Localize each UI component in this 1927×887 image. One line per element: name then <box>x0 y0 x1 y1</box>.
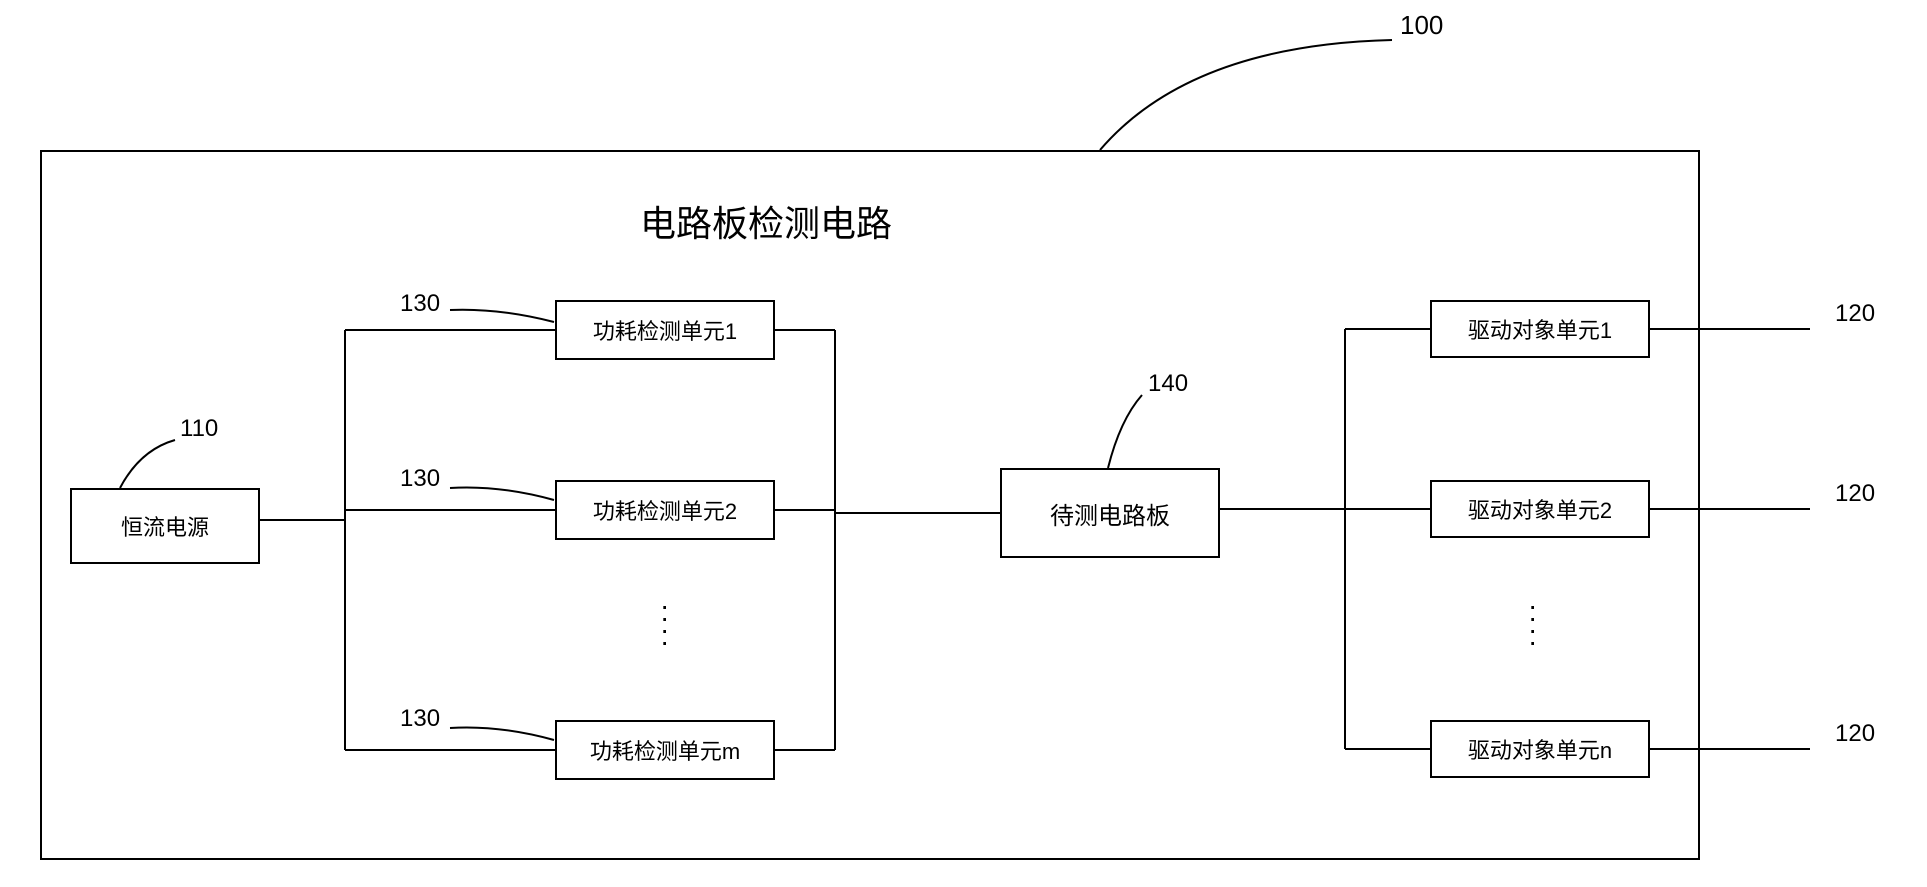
ref-100: 100 <box>1400 10 1443 41</box>
ellipsis-left: ···· <box>660 600 669 648</box>
node-pd2: 功耗检测单元2 <box>555 480 775 540</box>
node-pdm: 功耗检测单元m <box>555 720 775 780</box>
ref-110: 110 <box>180 415 218 443</box>
node-drv2: 驱动对象单元2 <box>1430 480 1650 538</box>
ref-120b: 120 <box>1835 480 1875 508</box>
diagram-stage: 电路板检测电路 恒流电源 功耗检测单元1 功耗检测单元2 功耗检测单元m 待测电… <box>0 0 1927 887</box>
ref-130c: 130 <box>400 705 440 733</box>
ellipsis-right: ···· <box>1528 600 1537 648</box>
ref-130a: 130 <box>400 290 440 318</box>
node-drvn: 驱动对象单元n <box>1430 720 1650 778</box>
diagram-title: 电路板检测电路 <box>640 195 892 247</box>
ref-130b: 130 <box>400 465 440 493</box>
node-dut: 待测电路板 <box>1000 468 1220 558</box>
ref-120c: 120 <box>1835 720 1875 748</box>
leader-100 <box>1100 40 1392 150</box>
ref-140: 140 <box>1148 370 1188 398</box>
node-drv1: 驱动对象单元1 <box>1430 300 1650 358</box>
node-pd1: 功耗检测单元1 <box>555 300 775 360</box>
ref-120a: 120 <box>1835 300 1875 328</box>
node-power: 恒流电源 <box>70 488 260 564</box>
